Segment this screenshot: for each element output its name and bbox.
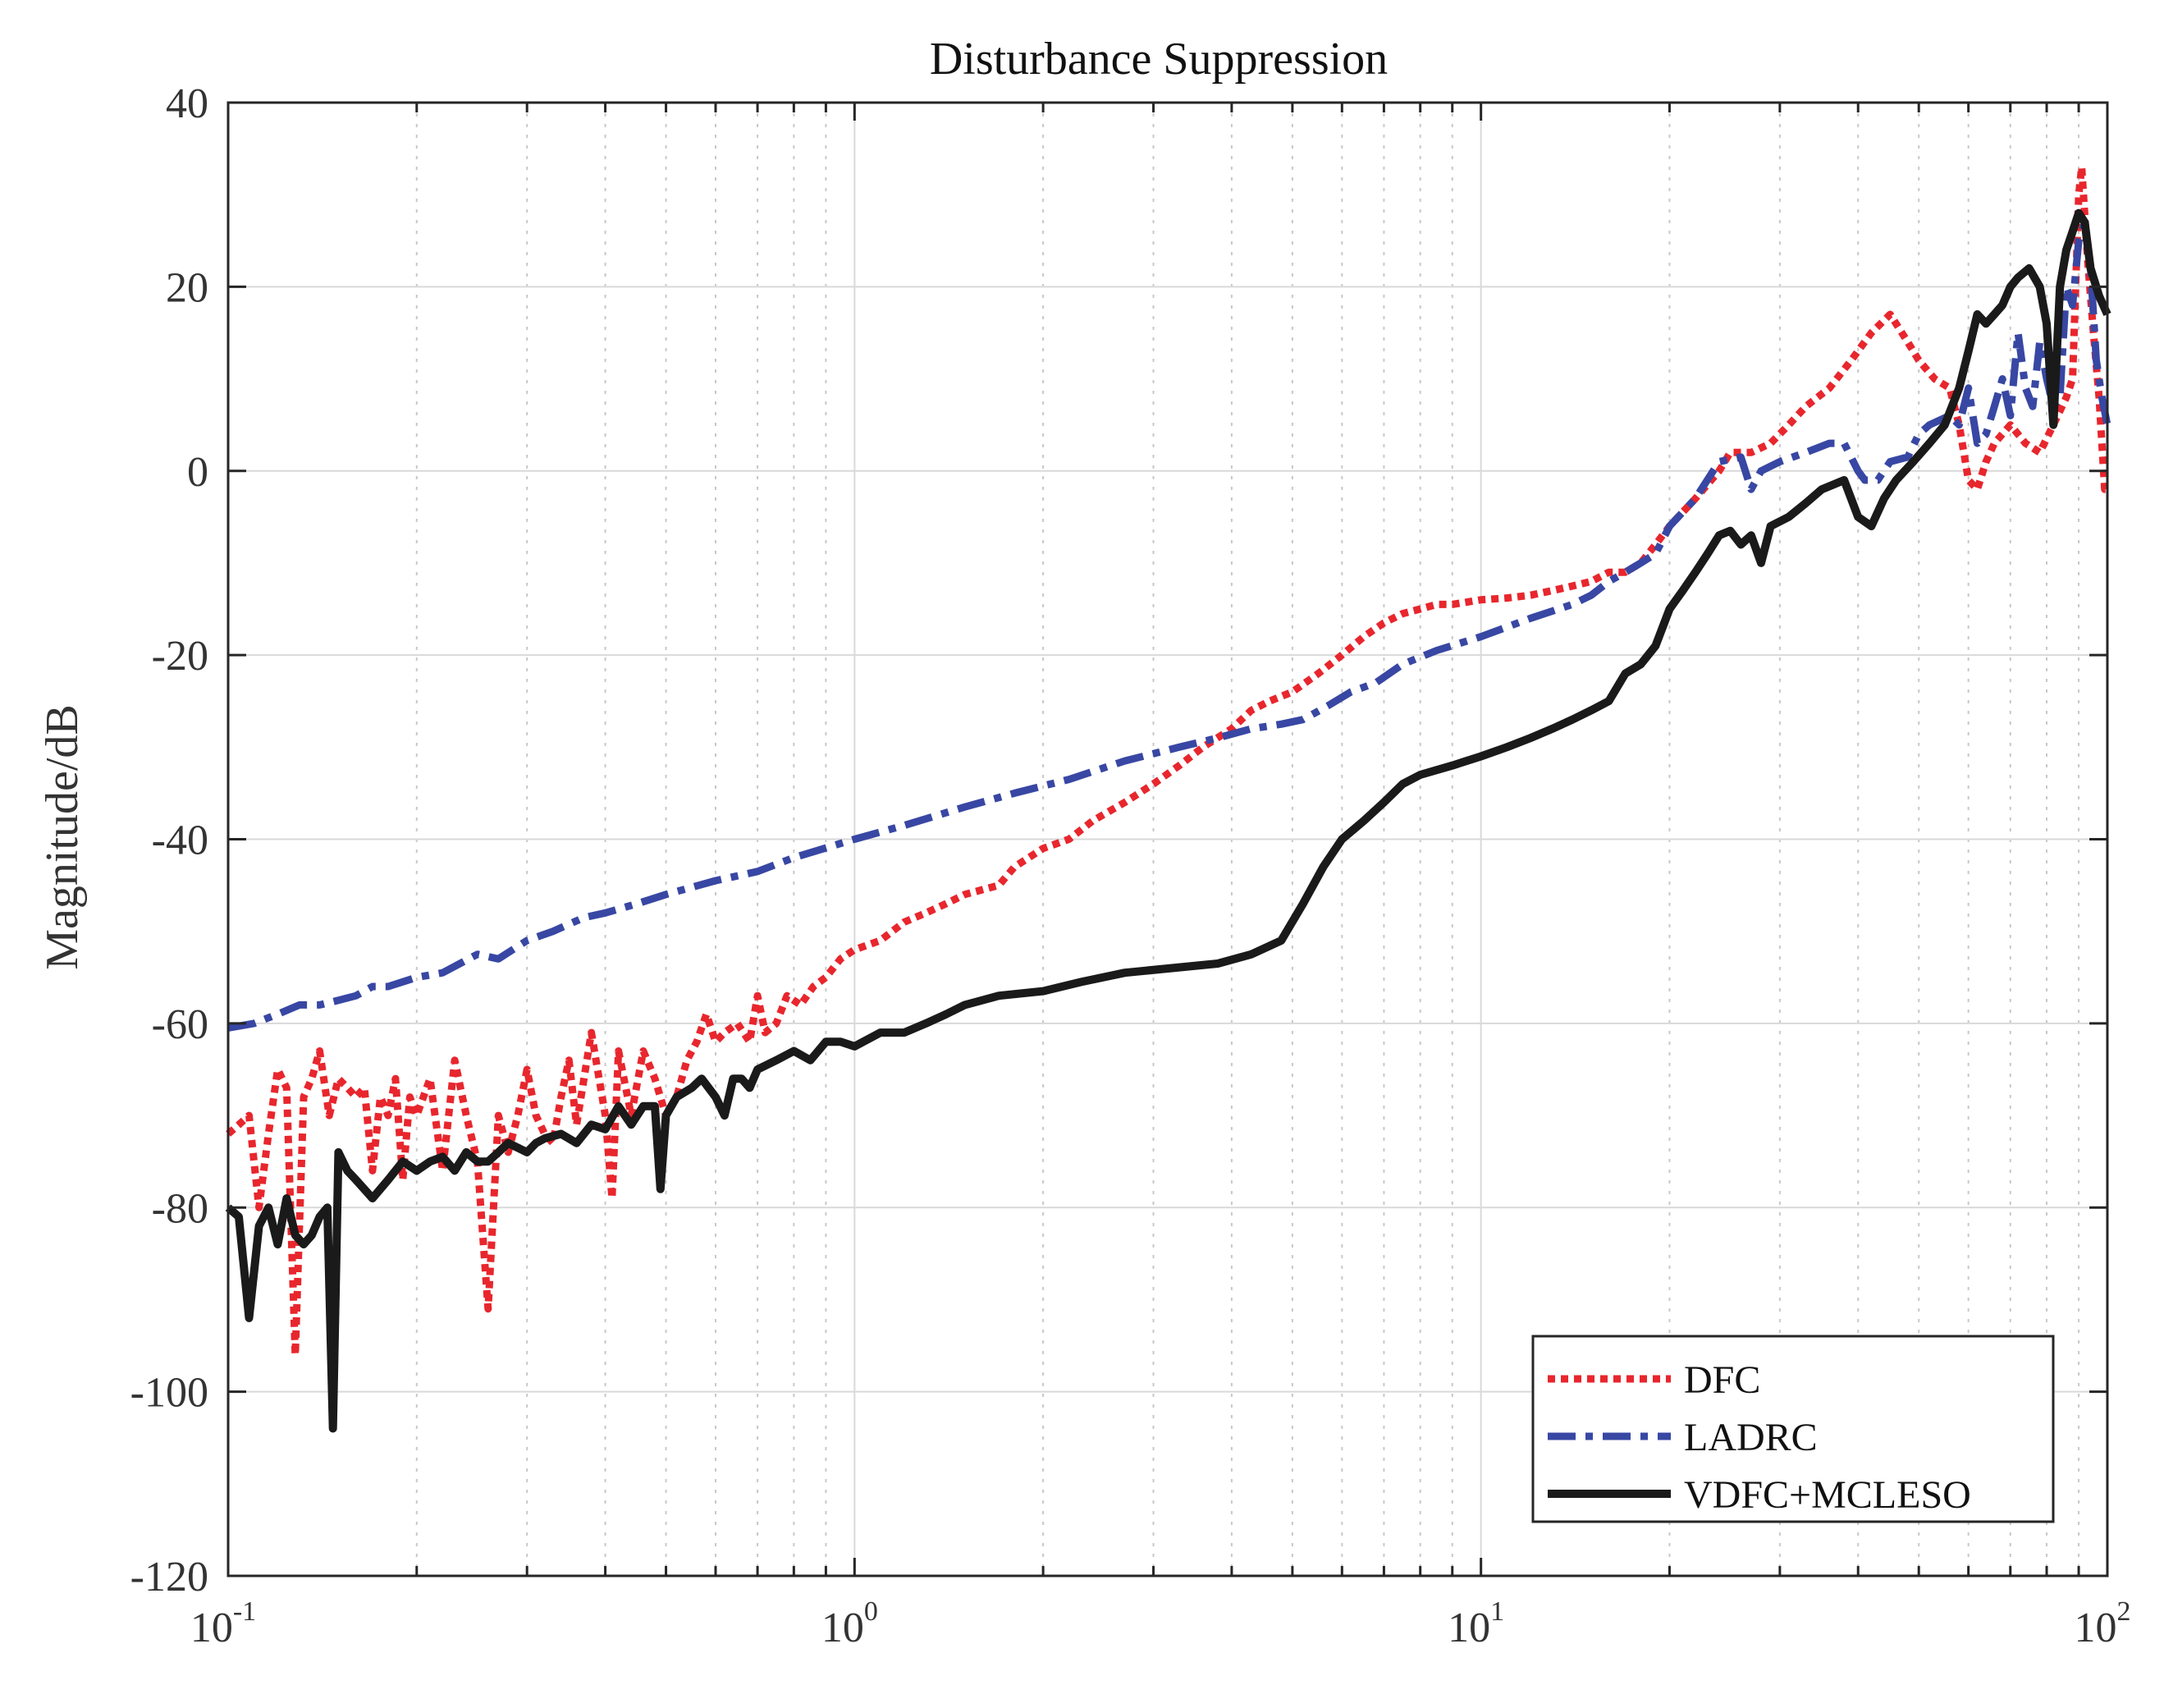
- y-tick-label: -80: [152, 1185, 208, 1232]
- y-tick-label: -60: [152, 1001, 208, 1048]
- grid: [227, 102, 2108, 1577]
- y-axis-label: Magnitude/dB: [37, 704, 88, 970]
- y-tick-label: 40: [166, 80, 208, 127]
- y-tick-label: -100: [130, 1370, 208, 1417]
- x-tick-label: 101: [1448, 1596, 1504, 1651]
- y-tick-label: 0: [187, 449, 208, 496]
- legend: DFC LADRC VDFC+MCLESO: [1531, 1335, 2055, 1523]
- y-tick-label: -120: [130, 1554, 208, 1600]
- series-line-dfc: [226, 163, 2109, 1359]
- axes-box: [226, 101, 2109, 1577]
- x-tick-label: 100: [821, 1596, 878, 1651]
- y-tick-label: -20: [152, 633, 208, 680]
- series-line-ladrc: [227, 218, 2111, 1032]
- legend-label: VDFC+MCLESO: [1684, 1473, 1971, 1517]
- y-tick-label: -40: [152, 817, 208, 864]
- legend-label: LADRC: [1684, 1416, 1818, 1459]
- series-layer: [225, 163, 2111, 1433]
- x-tick-label: 102: [2075, 1596, 2131, 1651]
- chart-title: Disturbance Suppression: [930, 34, 1388, 85]
- series-line-vdfc-mcleso: [225, 208, 2111, 1433]
- y-tick-label: 20: [166, 264, 208, 311]
- x-tick-label: 10-1: [190, 1596, 256, 1651]
- legend-label: DFC: [1684, 1358, 1760, 1402]
